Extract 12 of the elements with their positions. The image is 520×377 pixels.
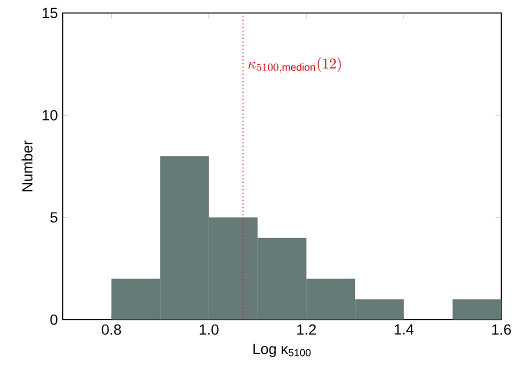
x-tick-label: 1.4 bbox=[394, 324, 414, 334]
x-axis-title: Log κ$_{5100}$ bbox=[254, 344, 311, 358]
y-tick-label: 10 bbox=[42, 110, 58, 120]
y-axis-title: Number bbox=[22, 140, 32, 192]
ref-line-label: $\kappa_{5100,\mathrm{medion}}(12)$ bbox=[248, 57, 341, 73]
x-tick-label: 1.0 bbox=[200, 324, 218, 335]
x-tick-label: 1.6 bbox=[492, 324, 511, 335]
y-tick-label: 0 bbox=[50, 314, 58, 325]
y-tick-label: 15 bbox=[42, 8, 58, 18]
x-tick-label: 1.2 bbox=[297, 324, 316, 335]
y-tick-label: 5 bbox=[50, 212, 58, 223]
x-tick-label: 0.8 bbox=[102, 324, 121, 335]
